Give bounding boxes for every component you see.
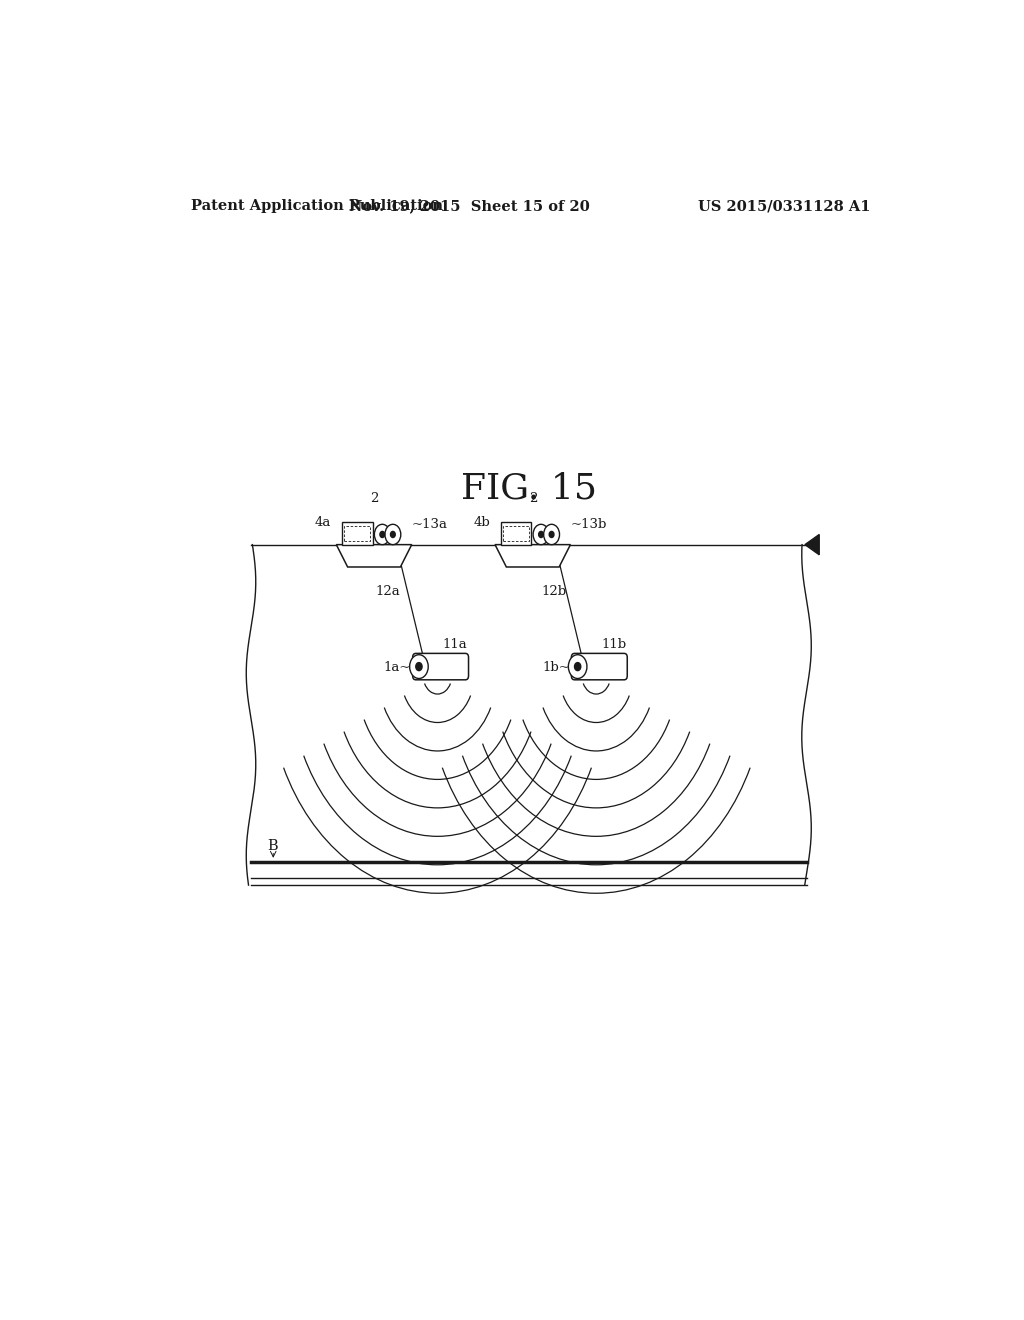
Polygon shape (336, 545, 412, 568)
Text: 1b~: 1b~ (543, 661, 570, 673)
Circle shape (375, 524, 390, 545)
FancyBboxPatch shape (571, 653, 628, 680)
Text: US 2015/0331128 A1: US 2015/0331128 A1 (697, 199, 870, 213)
Text: 4b: 4b (473, 516, 489, 529)
Bar (342, 523, 373, 545)
Text: Patent Application Publication: Patent Application Publication (191, 199, 443, 213)
Circle shape (568, 655, 587, 678)
Circle shape (416, 663, 422, 671)
Polygon shape (805, 535, 819, 554)
Text: 2: 2 (370, 492, 379, 506)
Bar (344, 525, 371, 541)
Text: 1a~: 1a~ (384, 661, 411, 673)
Circle shape (539, 532, 544, 537)
Text: 12b: 12b (542, 586, 567, 598)
Circle shape (380, 532, 385, 537)
Circle shape (385, 524, 400, 545)
Text: 11b: 11b (601, 639, 626, 651)
Circle shape (549, 532, 554, 537)
Text: 12a: 12a (375, 586, 400, 598)
Circle shape (534, 524, 549, 545)
Text: Nov. 19, 2015  Sheet 15 of 20: Nov. 19, 2015 Sheet 15 of 20 (349, 199, 590, 213)
Bar (501, 523, 531, 545)
Circle shape (544, 524, 559, 545)
Bar (503, 525, 529, 541)
Circle shape (410, 655, 428, 678)
Text: 2: 2 (528, 492, 538, 506)
Text: ~13b: ~13b (570, 519, 607, 532)
Text: FIG. 15: FIG. 15 (461, 471, 597, 506)
Text: ~13a: ~13a (412, 519, 449, 532)
Polygon shape (495, 545, 570, 568)
Circle shape (390, 532, 395, 537)
Text: B: B (267, 838, 278, 853)
Text: 4a: 4a (314, 516, 331, 529)
Circle shape (574, 663, 581, 671)
FancyBboxPatch shape (413, 653, 469, 680)
Text: 11a: 11a (442, 639, 467, 651)
